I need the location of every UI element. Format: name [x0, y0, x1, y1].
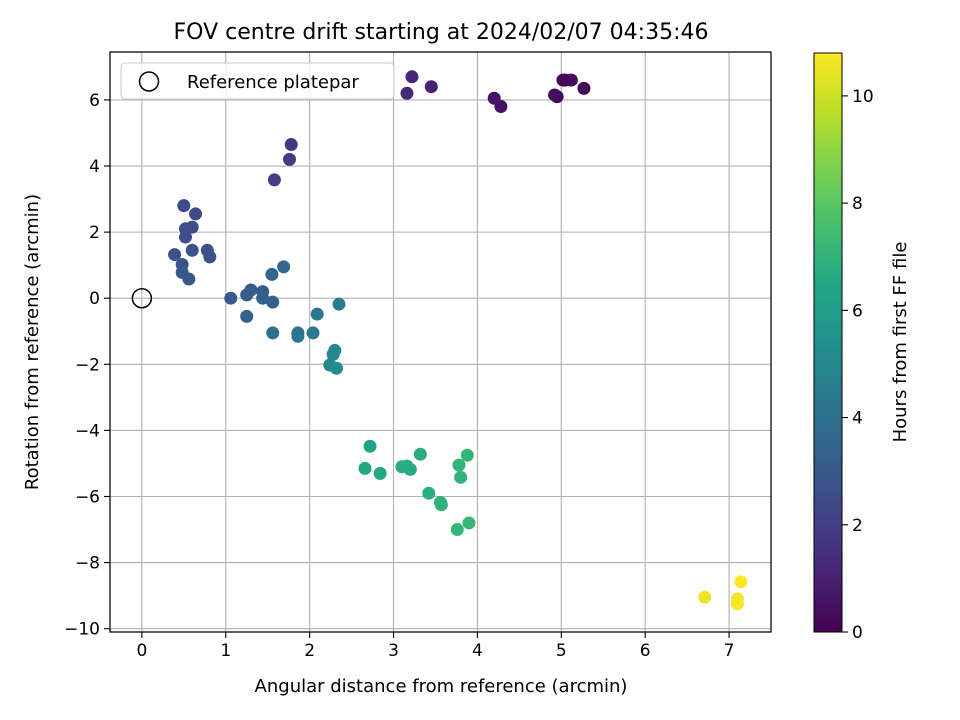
data-point [363, 439, 377, 453]
legend: Reference platepar [120, 62, 395, 100]
colorbar-gradient [813, 52, 843, 633]
y-tick-label: 4 [89, 157, 100, 177]
data-point [405, 70, 419, 84]
y-axis-label: Rotation from reference (arcmin) [22, 194, 43, 490]
data-point [267, 173, 281, 187]
chart-title: FOV centre drift starting at 2024/02/07 … [174, 20, 709, 45]
plot-background [110, 52, 771, 632]
x-tick-label: 5 [556, 641, 567, 661]
data-point [284, 138, 298, 152]
reference-platepar-marker [131, 287, 153, 309]
y-tick-label: 2 [89, 223, 100, 243]
data-point [413, 447, 427, 461]
x-tick-label: 0 [136, 641, 147, 661]
plot-frame [109, 51, 772, 633]
data-point [329, 361, 343, 375]
data-point [373, 466, 387, 480]
data-point [450, 523, 464, 537]
data-point [240, 309, 254, 323]
data-point [734, 575, 748, 589]
data-point [424, 80, 438, 94]
data-point [168, 248, 182, 262]
legend-box [120, 62, 395, 100]
data-point [310, 307, 324, 321]
data-point [244, 283, 258, 297]
data-point [177, 199, 191, 213]
colorbar-tick-label: 10 [852, 87, 874, 107]
data-point [266, 295, 280, 309]
y-tick-label: −6 [75, 488, 100, 508]
x-tick-label: 7 [724, 641, 735, 661]
plot-area: 0 1 2 3 4 5 6 7 −10 −8 −6 −4 −2 0 2 4 6 [64, 51, 772, 661]
data-point [178, 230, 192, 244]
data-point [185, 243, 199, 257]
y-axis-ticks: −10 −8 −6 −4 −2 0 2 4 6 [64, 91, 110, 640]
data-point [291, 329, 305, 343]
colorbar-ticks: 0 2 4 6 8 10 [842, 87, 874, 643]
y-tick-label: −10 [64, 620, 100, 640]
data-point [422, 486, 436, 500]
x-axis-label: Angular distance from reference (arcmin) [255, 676, 628, 697]
x-tick-label: 1 [220, 641, 231, 661]
x-tick-label: 6 [640, 641, 651, 661]
colorbar-tick-label: 6 [852, 301, 863, 321]
x-tick-label: 3 [388, 641, 399, 661]
data-point [460, 448, 474, 462]
x-tick-label: 4 [472, 641, 483, 661]
data-point [277, 260, 291, 274]
data-point [266, 326, 280, 340]
y-tick-label: −8 [75, 554, 100, 574]
colorbar-tick-label: 4 [852, 409, 863, 429]
data-point [189, 207, 203, 221]
legend-label-reference-platepar: Reference platepar [187, 72, 359, 93]
y-tick-label: −4 [75, 421, 100, 441]
data-point [487, 91, 501, 105]
data-point [556, 73, 570, 87]
data-point [224, 291, 238, 305]
data-point [400, 86, 414, 100]
data-point [462, 516, 476, 530]
data-point [358, 461, 372, 475]
data-point [256, 291, 270, 305]
data-point [328, 343, 342, 357]
data-point [454, 470, 468, 484]
data-point [403, 462, 417, 476]
y-tick-label: 6 [89, 91, 100, 111]
data-point [730, 597, 744, 611]
data-points [168, 70, 748, 611]
legend-reference-marker [138, 71, 160, 92]
y-tick-label: 0 [89, 289, 100, 309]
data-point [452, 458, 466, 472]
x-axis-ticks: 0 1 2 3 4 5 6 7 [136, 632, 734, 661]
x-tick-label: 2 [304, 641, 315, 661]
data-point [434, 498, 448, 512]
colorbar-tick-label: 2 [852, 516, 863, 536]
colorbar-tick-label: 0 [852, 623, 863, 643]
data-point [548, 88, 562, 102]
y-tick-label: −2 [75, 355, 100, 375]
data-point [283, 152, 297, 166]
data-point [577, 81, 591, 95]
data-point [332, 297, 346, 311]
data-point [182, 272, 196, 286]
data-point [306, 326, 320, 340]
data-point [265, 267, 279, 281]
data-point [203, 250, 217, 264]
reference-marker-layer [131, 287, 153, 309]
data-point [698, 590, 712, 604]
colorbar: 0 2 4 6 8 10 Hours from first FF file [813, 52, 911, 643]
colorbar-label: Hours from first FF file [890, 242, 911, 443]
colorbar-tick-label: 8 [852, 194, 863, 214]
